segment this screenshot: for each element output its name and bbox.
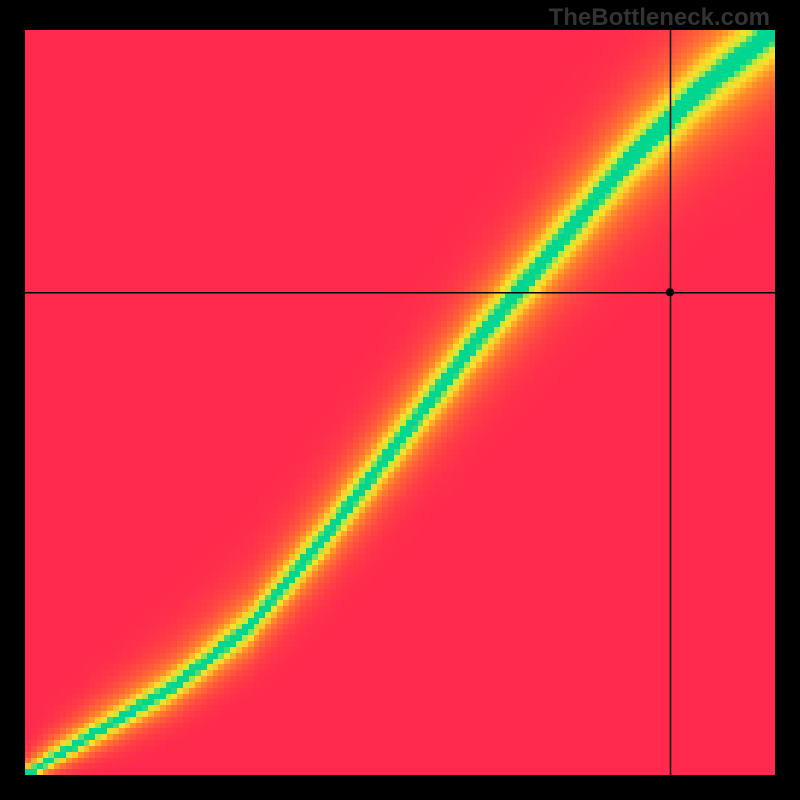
- heatmap-plot: [25, 30, 775, 775]
- crosshair-overlay: [25, 30, 775, 775]
- chart-container: TheBottleneck.com: [0, 0, 800, 800]
- watermark-text: TheBottleneck.com: [549, 4, 770, 32]
